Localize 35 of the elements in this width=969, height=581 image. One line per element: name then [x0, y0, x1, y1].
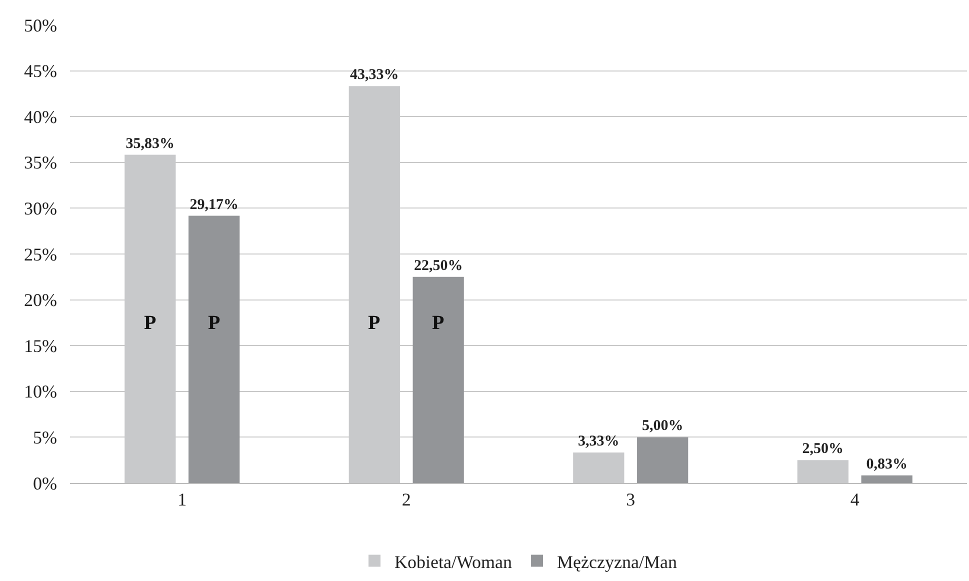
bar: [188, 216, 240, 483]
annotation: P: [144, 312, 156, 334]
data-label: 3,33%: [578, 434, 620, 450]
x-tick-label: 3: [626, 490, 636, 510]
y-tick-label: 20%: [24, 290, 57, 310]
legend-label: Mężczyzna/Man: [557, 552, 677, 572]
data-label: 5,00%: [642, 418, 684, 434]
bar: [861, 475, 912, 483]
y-tick-label: 25%: [24, 244, 57, 264]
data-label: 35,83%: [126, 136, 175, 152]
bar: [797, 460, 848, 483]
annotation: P: [432, 312, 444, 334]
x-tick-label: 4: [850, 490, 860, 510]
annotation: P: [368, 312, 380, 334]
y-tick-label: 10%: [24, 382, 57, 402]
y-tick-label: 5%: [33, 428, 57, 448]
y-tick-label: 30%: [24, 198, 57, 218]
y-tick-label: 40%: [24, 106, 57, 127]
bar: [412, 276, 464, 483]
y-tick-label: 45%: [24, 61, 57, 82]
y-tick-label: 15%: [24, 336, 57, 356]
data-label: 43,33%: [350, 67, 399, 84]
x-tick-label: 2: [402, 490, 411, 510]
y-tick-label: 0%: [33, 473, 57, 494]
data-label: 22,50%: [414, 258, 463, 274]
y-tick-label: 50%: [24, 15, 57, 36]
bar: [573, 452, 624, 483]
data-label: 0,83%: [866, 456, 908, 472]
legend-label: Kobieta/Woman: [394, 552, 512, 572]
annotation: P: [208, 312, 220, 334]
x-tick-label: 1: [178, 490, 187, 510]
data-label: 2,50%: [802, 441, 844, 458]
bar: [637, 437, 688, 483]
data-label: 29,17%: [190, 196, 238, 213]
y-tick-label: 35%: [24, 152, 57, 173]
